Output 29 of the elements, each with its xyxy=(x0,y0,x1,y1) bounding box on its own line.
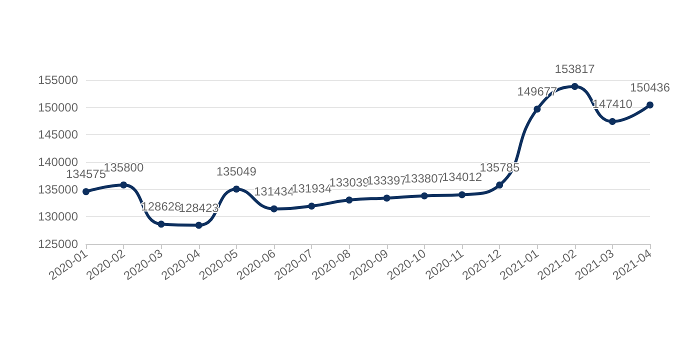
point xyxy=(82,188,90,196)
data-label: 150436 xyxy=(630,80,670,94)
point xyxy=(646,101,654,108)
point xyxy=(458,191,466,198)
point xyxy=(195,222,202,229)
point xyxy=(308,202,316,210)
point xyxy=(420,192,428,200)
point xyxy=(383,194,390,202)
y-tick-label: 130000 xyxy=(38,210,78,224)
data-label: 131934 xyxy=(292,182,332,196)
data-label: 135800 xyxy=(104,160,144,174)
y-tick-label: 155000 xyxy=(38,73,78,87)
data-label: 135049 xyxy=(216,164,257,179)
point xyxy=(496,182,504,189)
y-tick-label: 145000 xyxy=(38,128,78,142)
point xyxy=(120,181,128,188)
y-tick-label: 140000 xyxy=(38,155,78,169)
point xyxy=(534,106,541,113)
point xyxy=(270,205,278,212)
y-tick-label: 150000 xyxy=(38,100,78,114)
point xyxy=(571,82,578,90)
point xyxy=(158,220,165,228)
point xyxy=(608,118,616,125)
point xyxy=(232,186,240,193)
y-tick-label: 135000 xyxy=(38,182,78,196)
y-tick-label: 125000 xyxy=(38,237,78,251)
data-label: 153817 xyxy=(554,62,596,76)
data-label: 134575 xyxy=(66,167,106,182)
point xyxy=(346,196,353,204)
